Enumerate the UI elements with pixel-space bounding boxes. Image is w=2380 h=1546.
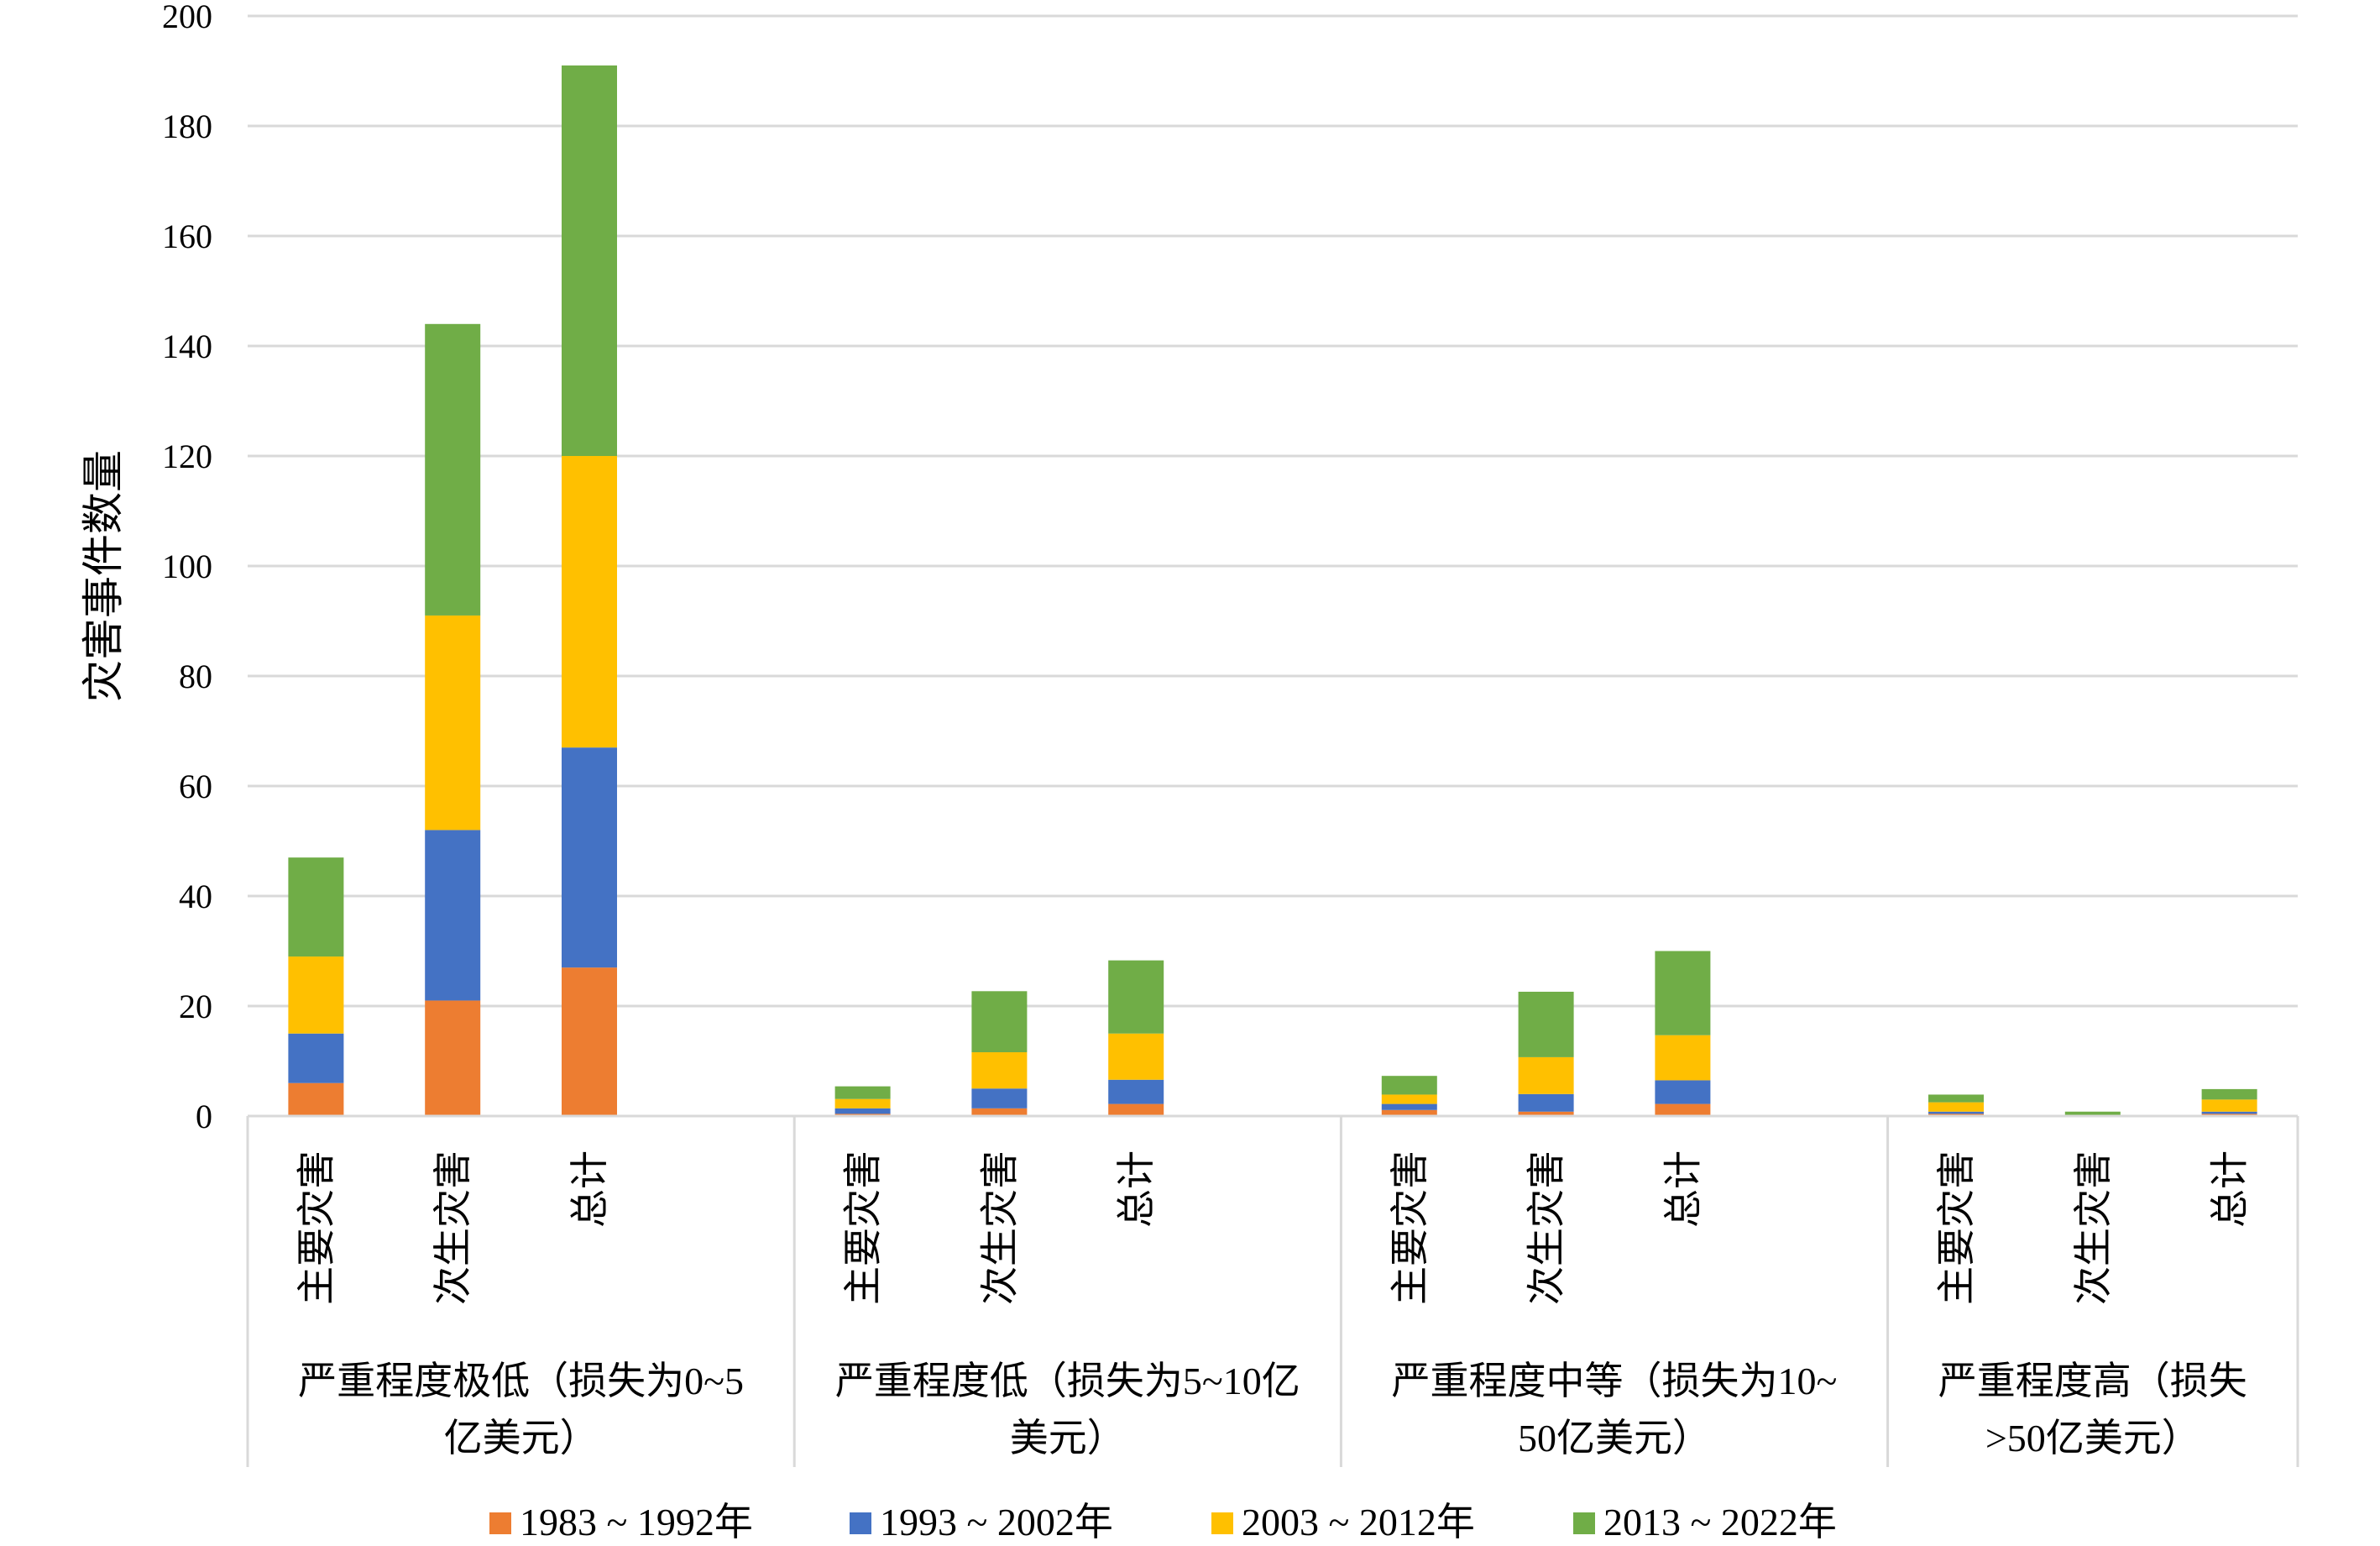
- y-tick-label: 0: [196, 1098, 212, 1135]
- group-label: 严重程度中等（损失为10~: [1392, 1360, 1838, 1402]
- category-label: 次生灾害: [432, 1150, 474, 1305]
- group-label: 美元）: [1010, 1417, 1126, 1460]
- bar-segment: [2201, 1088, 2257, 1100]
- bar-segment: [1108, 960, 1164, 1034]
- bar-segment: [562, 967, 617, 1116]
- bar-segment: [971, 1052, 1028, 1089]
- bar-segment: [562, 65, 617, 456]
- category-label: 次生灾害: [978, 1150, 1021, 1305]
- legend-label: 1993 ~ 2002年: [880, 1501, 1113, 1543]
- bar-segment: [971, 1088, 1028, 1108]
- group-label: >50亿美元）: [1985, 1417, 2200, 1460]
- bar-segment: [1381, 1094, 1437, 1104]
- group-label: 严重程度极低（损失为0~5: [298, 1360, 744, 1402]
- bar-segment: [2201, 1099, 2257, 1112]
- category-label: 主要灾害: [842, 1150, 885, 1305]
- bar-segment: [1518, 991, 1574, 1057]
- bar-segment: [1928, 1111, 1984, 1114]
- y-tick-label: 140: [162, 328, 212, 365]
- legend-label: 2013 ~ 2022年: [1603, 1501, 1837, 1543]
- category-label: 主要灾害: [1389, 1150, 1431, 1305]
- category-label: 次生灾害: [1525, 1150, 1568, 1305]
- category-label: 主要灾害: [1935, 1150, 1978, 1305]
- y-tick-labels: 0 20 40 60 80 100 120 140 160 180 200: [162, 0, 212, 1135]
- bar-segment: [1108, 1079, 1164, 1104]
- bar-segment: [425, 615, 481, 831]
- bar-segment: [1518, 1093, 1574, 1112]
- category-label: 次生灾害: [2072, 1150, 2115, 1305]
- legend-label: 1983 ~ 1992年: [520, 1501, 753, 1543]
- bar-segment: [288, 956, 344, 1034]
- y-tick-label: 120: [162, 438, 212, 475]
- legend-swatch: [850, 1512, 871, 1534]
- bar-segment: [288, 857, 344, 957]
- bar-segment: [562, 456, 617, 748]
- group-label: 严重程度低（损失为5~10亿: [835, 1360, 1300, 1402]
- category-label: 总计: [1115, 1150, 1158, 1228]
- bar-segment: [1381, 1109, 1437, 1116]
- bar-segment: [1655, 1080, 1711, 1104]
- bar-segment: [2064, 1111, 2121, 1116]
- bar-segment: [971, 991, 1028, 1053]
- bars: [288, 65, 2257, 1116]
- bar-segment: [1108, 1103, 1164, 1116]
- y-tick-label: 20: [179, 988, 212, 1025]
- gridlines: [248, 14, 2298, 1118]
- group-label: 50亿美元）: [1518, 1417, 1711, 1460]
- group-label: 严重程度高（损失: [1938, 1360, 2247, 1402]
- y-tick-label: 60: [179, 768, 212, 805]
- y-tick-label: 40: [179, 878, 212, 915]
- legend: 1983 ~ 1992年 1993 ~ 2002年 2003 ~ 2012年 2013…: [489, 1501, 1837, 1543]
- bar-segment: [1518, 1111, 1574, 1116]
- bar-segment: [288, 1082, 344, 1116]
- bar-segment: [1655, 1103, 1711, 1116]
- bar-segment: [425, 1000, 481, 1116]
- bar-segment: [1108, 1033, 1164, 1080]
- y-tick-label: 80: [179, 658, 212, 695]
- bar-segment: [1655, 1035, 1711, 1081]
- bar-segment: [1928, 1102, 1984, 1112]
- category-label: 主要灾害: [295, 1150, 337, 1305]
- bar-segment: [1381, 1103, 1437, 1110]
- bar-segment: [425, 830, 481, 1001]
- bar-segment: [2201, 1111, 2257, 1114]
- legend-label: 2003 ~ 2012年: [1242, 1501, 1475, 1543]
- legend-swatch: [1211, 1512, 1233, 1534]
- bar-segment: [1381, 1076, 1437, 1095]
- bar-segment: [1518, 1056, 1574, 1094]
- legend-swatch: [489, 1512, 511, 1534]
- y-tick-label: 180: [162, 107, 212, 145]
- bar-segment: [834, 1086, 891, 1099]
- bar-segment: [1928, 1094, 1984, 1103]
- bar-segment: [834, 1108, 891, 1114]
- category-label: 总计: [568, 1150, 611, 1228]
- y-tick-label: 100: [162, 548, 212, 585]
- bar-segment: [288, 1033, 344, 1083]
- legend-swatch: [1573, 1512, 1595, 1534]
- category-label: 总计: [1661, 1150, 1704, 1228]
- bar-segment: [834, 1098, 891, 1108]
- bar-segment: [425, 323, 481, 616]
- y-tick-label: 200: [162, 0, 212, 35]
- category-label: 总计: [2209, 1150, 2252, 1228]
- group-label: 亿美元）: [444, 1417, 599, 1460]
- y-axis-title: 灾害事件数量: [80, 450, 127, 702]
- bar-segment: [562, 747, 617, 968]
- bar-segment: [1655, 951, 1711, 1035]
- y-tick-label: 160: [162, 217, 212, 255]
- bar-segment: [971, 1108, 1028, 1116]
